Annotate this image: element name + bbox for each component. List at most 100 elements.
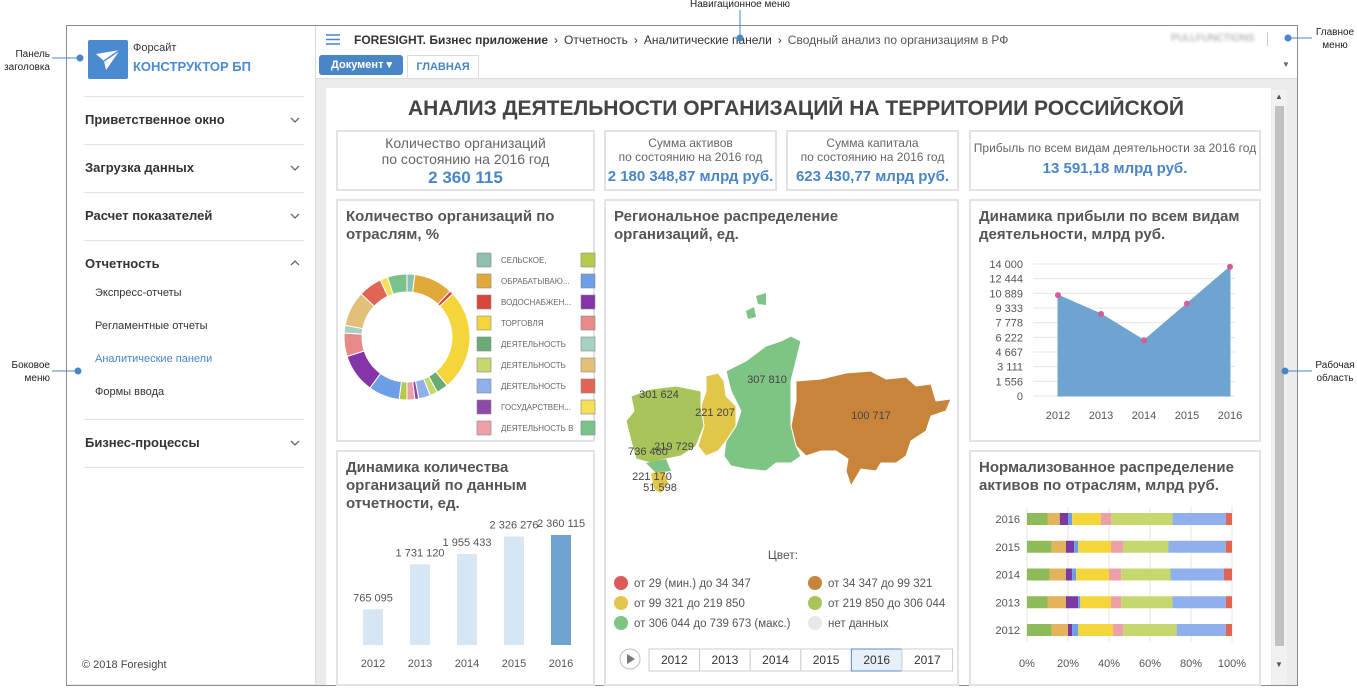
- bar-segment[interactable]: [1078, 596, 1081, 609]
- bar-segment[interactable]: [1047, 596, 1066, 609]
- marker[interactable]: [1141, 337, 1147, 344]
- bar-panel: Динамика количества организаций по данным…: [336, 450, 595, 686]
- legend-label: ДЕЯТЕЛЬНОСТЬ: [501, 340, 566, 349]
- menu-item[interactable]: Приветственное окно: [85, 112, 225, 127]
- bar-segment[interactable]: [1170, 568, 1224, 581]
- bar-segment[interactable]: [1047, 513, 1060, 525]
- donut-segment[interactable]: [434, 293, 471, 387]
- breadcrumb-item[interactable]: Отчетность: [564, 33, 628, 47]
- bar[interactable]: [363, 609, 383, 645]
- bar-segment[interactable]: [1065, 568, 1073, 581]
- bar-segment[interactable]: [1225, 540, 1232, 553]
- legend-swatch: [580, 357, 596, 373]
- region[interactable]: [723, 335, 802, 472]
- bar-segment[interactable]: [1078, 624, 1114, 636]
- legend-label: ДЕЯТЕЛЬНОСТЬ: [501, 361, 566, 370]
- bar-segment[interactable]: [1068, 513, 1073, 525]
- bar-segment[interactable]: [1074, 540, 1079, 553]
- bar-segment[interactable]: [1121, 596, 1173, 609]
- bar-segment[interactable]: [1027, 568, 1050, 581]
- region[interactable]: [756, 293, 766, 305]
- marker[interactable]: [1227, 263, 1233, 270]
- submenu-item[interactable]: Экспресс-отчеты: [95, 287, 182, 299]
- bar-segment[interactable]: [1121, 568, 1171, 581]
- bar-segment[interactable]: [1172, 596, 1226, 609]
- region[interactable]: [790, 370, 952, 488]
- value-label: 2 326 276: [490, 520, 539, 532]
- bar-segment[interactable]: [1049, 568, 1066, 581]
- bar-segment[interactable]: [1059, 513, 1068, 525]
- bar-segment[interactable]: [1225, 596, 1232, 609]
- tab[interactable]: ГЛАВНАЯ: [407, 55, 479, 78]
- bar-segment[interactable]: [1078, 540, 1112, 553]
- bar[interactable]: [410, 564, 430, 645]
- kpi-label: Прибыль по всем видам деятельности за 20…: [974, 141, 1256, 155]
- bar-segment[interactable]: [1027, 596, 1048, 609]
- bar[interactable]: [504, 536, 524, 645]
- bar-segment[interactable]: [1027, 540, 1052, 553]
- document-button[interactable]: Документ ▾: [319, 55, 403, 75]
- bar-segment[interactable]: [1100, 513, 1112, 525]
- bar-segment[interactable]: [1111, 540, 1124, 553]
- menu-item[interactable]: Бизнес-процессы: [85, 435, 200, 450]
- year-button[interactable]: [901, 648, 954, 672]
- bar-segment[interactable]: [1072, 624, 1079, 636]
- region[interactable]: [646, 459, 671, 473]
- bar-segment[interactable]: [1080, 596, 1112, 609]
- bar-segment[interactable]: [1168, 540, 1226, 553]
- donut-segment[interactable]: [386, 273, 408, 295]
- hamburger[interactable]: [326, 34, 340, 45]
- submenu-item[interactable]: Формы ввода: [95, 386, 165, 398]
- menu-item[interactable]: Отчетность: [85, 256, 160, 271]
- marker[interactable]: [1184, 300, 1190, 307]
- bar-segment[interactable]: [1176, 624, 1226, 636]
- panel-title: Нормализованное распределение: [979, 459, 1234, 476]
- menu-item[interactable]: Загрузка данных: [85, 160, 194, 175]
- bar-segment[interactable]: [1027, 624, 1052, 636]
- breadcrumb-item[interactable]: Аналитические панели: [643, 33, 772, 47]
- region[interactable]: [746, 307, 756, 319]
- marker[interactable]: [1098, 310, 1104, 317]
- legend-label: от 219 850 до 306 044: [828, 598, 946, 610]
- bar-segment[interactable]: [1072, 568, 1077, 581]
- scrollbar[interactable]: ▲ ▼: [1272, 90, 1287, 684]
- bar-segment[interactable]: [1113, 624, 1124, 636]
- panel-title: деятельности, млрд руб.: [979, 226, 1165, 243]
- bar-segment[interactable]: [1076, 568, 1109, 581]
- tab-menu[interactable]: ▼: [1282, 60, 1290, 69]
- kpi-label: Сумма капитала: [826, 136, 918, 150]
- marker[interactable]: [1055, 292, 1061, 299]
- bar[interactable]: [457, 553, 477, 645]
- chart: Динамика прибыли по всем видамдеятельнос…: [979, 208, 1242, 422]
- bar-segment[interactable]: [1072, 513, 1101, 525]
- bar-segment[interactable]: [1111, 513, 1173, 525]
- bar-segment[interactable]: [1109, 568, 1122, 581]
- menu-item[interactable]: Расчет показателей: [85, 208, 213, 223]
- bar-segment[interactable]: [1123, 624, 1177, 636]
- bar-segment[interactable]: [1051, 624, 1068, 636]
- bar-segment[interactable]: [1223, 568, 1232, 581]
- submenu-item[interactable]: Регламентные отчеты: [95, 320, 208, 332]
- bar-segment[interactable]: [1068, 624, 1073, 636]
- bar-segment[interactable]: [1065, 540, 1075, 553]
- bar-segment[interactable]: [1172, 513, 1226, 525]
- region[interactable]: [625, 385, 705, 464]
- y-tick-label: 9 333: [995, 303, 1023, 315]
- user-name[interactable]: PULLFUNCTIONS: [1171, 33, 1255, 44]
- region[interactable]: [651, 471, 668, 493]
- bar-segment[interactable]: [1225, 513, 1232, 525]
- bar-segment[interactable]: [1051, 540, 1066, 553]
- bar-segment[interactable]: [1027, 513, 1048, 525]
- submenu-item-active[interactable]: Аналитические панели: [95, 353, 213, 365]
- bar-segment[interactable]: [1111, 596, 1122, 609]
- bar-segment[interactable]: [1225, 624, 1232, 636]
- kpi-value: 2 360 115: [428, 168, 503, 187]
- bar-segment[interactable]: [1123, 540, 1169, 553]
- legend-label: ДЕЯТЕЛЬНОСТЬ: [501, 382, 566, 391]
- bar-segment[interactable]: [1065, 596, 1079, 609]
- logo-bottom: КОНСТРУКТОР БП: [133, 59, 251, 74]
- bar[interactable]: [551, 535, 571, 645]
- chevron: [290, 260, 300, 266]
- breadcrumb-item[interactable]: FORESIGHT. Бизнес приложение: [354, 33, 548, 47]
